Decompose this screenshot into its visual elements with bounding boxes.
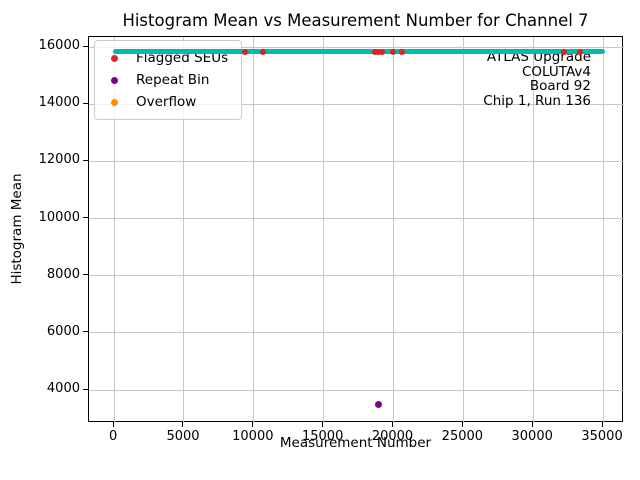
- y-gridline: [89, 160, 624, 162]
- x-tick-mark: [252, 422, 254, 427]
- flagged-seus-point: [242, 49, 249, 55]
- y-tick-label: 16000: [38, 38, 80, 53]
- x-tick-mark: [322, 422, 324, 427]
- x-axis-label: Measurement Number: [279, 435, 432, 451]
- y-gridline: [89, 103, 624, 105]
- x-gridline: [532, 37, 534, 423]
- repeat-bin-marker-icon: [111, 76, 118, 84]
- x-tick-label: 20000: [371, 429, 414, 444]
- y-gridline: [89, 332, 624, 334]
- flagged-seus-marker-icon: [111, 54, 118, 62]
- flagged-seus-point: [399, 49, 406, 55]
- flagged-seus-point: [374, 49, 381, 55]
- x-tick-label: 35000: [581, 429, 623, 444]
- repeat-bin-point: [374, 400, 382, 408]
- y-tick-label: 14000: [38, 95, 80, 111]
- annotation-line: Chip 1, Run 136: [483, 92, 591, 109]
- y-tick-mark: [83, 388, 88, 390]
- x-gridline: [462, 37, 464, 423]
- x-tick-mark: [531, 422, 533, 427]
- flagged-seus-point: [389, 49, 396, 55]
- x-tick-label: 5000: [166, 429, 200, 444]
- x-gridline: [602, 37, 604, 423]
- legend-entry-label: Repeat Bin: [136, 72, 210, 88]
- y-gridline: [89, 218, 624, 220]
- x-tick-mark: [461, 422, 463, 427]
- x-gridline: [183, 37, 185, 423]
- x-gridline: [393, 37, 395, 423]
- x-tick-label: 15000: [301, 429, 344, 444]
- legend-entry: Overflow: [103, 91, 233, 113]
- x-tick-mark: [182, 422, 184, 427]
- x-tick-label: 0: [109, 429, 118, 444]
- flagged-seus-point: [259, 49, 266, 55]
- y-tick-mark: [83, 217, 88, 219]
- x-tick-mark: [601, 422, 603, 427]
- annotation-text: ATLAS Upgrade COLUTAv4 Board 92 Chip 1, Run…: [483, 50, 591, 108]
- y-tick-label: 6000: [46, 323, 80, 339]
- y-tick-mark: [83, 159, 88, 161]
- y-gridline: [89, 46, 624, 48]
- y-gridline: [89, 275, 624, 277]
- flagged-seus-point: [379, 49, 386, 55]
- x-tick-label: 10000: [232, 429, 274, 444]
- x-gridline: [113, 37, 115, 423]
- x-tick-label: 25000: [441, 429, 484, 444]
- flagged-seus-point: [576, 49, 583, 55]
- x-tick-mark: [112, 422, 114, 427]
- y-tick-label: 4000: [46, 381, 80, 397]
- x-tick-label: 30000: [511, 429, 553, 444]
- legend-entry-label: Overflow: [136, 94, 197, 110]
- chart-title: Histogram Mean vs Measurement Number for…: [122, 11, 589, 30]
- y-tick-mark: [83, 45, 88, 47]
- x-gridline: [323, 37, 325, 423]
- annotation-line: Board 92: [529, 78, 591, 95]
- y-gridline: [89, 389, 624, 391]
- histogram-mean-trace: [113, 49, 605, 55]
- x-gridline: [253, 37, 255, 423]
- x-tick-mark: [392, 422, 394, 427]
- annotation-line: COLUTAv4: [521, 63, 591, 80]
- y-tick-label: 12000: [38, 152, 80, 168]
- y-tick-mark: [83, 274, 88, 276]
- overflow-marker-icon: [111, 98, 118, 106]
- y-tick-mark: [83, 331, 88, 333]
- flagged-seus-point: [561, 49, 568, 55]
- y-tick-label: 8000: [46, 266, 80, 282]
- legend-entry: Repeat Bin: [103, 69, 233, 91]
- y-tick-mark: [83, 102, 88, 104]
- y-tick-label: 10000: [38, 209, 80, 225]
